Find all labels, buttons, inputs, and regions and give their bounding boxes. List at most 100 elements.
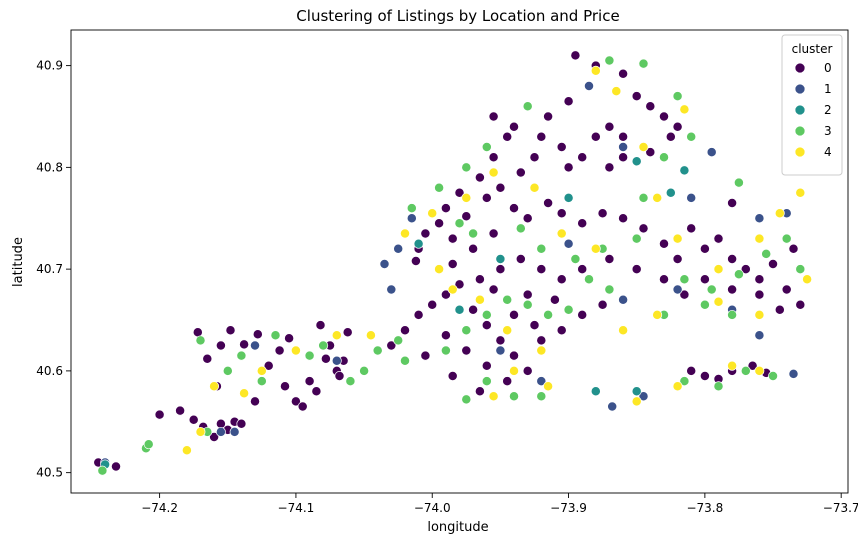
data-point-cluster-4 xyxy=(672,381,683,392)
data-point-cluster-0 xyxy=(570,50,581,61)
data-point-cluster-0 xyxy=(447,233,458,244)
data-point-cluster-4 xyxy=(679,104,690,115)
data-point-cluster-3 xyxy=(359,365,370,376)
data-point-cluster-1 xyxy=(229,426,240,437)
data-point-cluster-3 xyxy=(195,335,206,346)
data-point-cluster-0 xyxy=(563,96,574,107)
data-point-cluster-0 xyxy=(618,68,629,79)
data-point-cluster-0 xyxy=(659,238,669,249)
data-point-cluster-0 xyxy=(774,304,785,315)
data-point-cluster-3 xyxy=(570,254,581,264)
data-point-cluster-0 xyxy=(263,360,274,371)
data-point-cluster-0 xyxy=(509,203,519,214)
data-point-cluster-0 xyxy=(577,218,588,229)
data-point-cluster-0 xyxy=(468,243,479,254)
data-point-cluster-0 xyxy=(386,340,397,351)
data-point-cluster-2 xyxy=(413,238,424,249)
data-point-cluster-0 xyxy=(522,213,533,224)
data-point-cluster-0 xyxy=(495,264,506,275)
data-point-cluster-2 xyxy=(454,304,465,315)
data-point-cluster-4 xyxy=(488,167,499,178)
data-point-cluster-0 xyxy=(631,91,642,102)
data-point-cluster-0 xyxy=(727,198,738,208)
x-tick-label: −74.0 xyxy=(414,501,451,515)
data-point-cluster-3 xyxy=(604,284,615,295)
data-point-cluster-3 xyxy=(631,233,642,244)
data-point-cluster-4 xyxy=(754,309,765,320)
x-tick-label: −74.2 xyxy=(141,501,178,515)
data-point-cluster-0 xyxy=(488,111,499,122)
data-point-cluster-0 xyxy=(509,121,519,132)
data-point-cluster-3 xyxy=(502,294,513,305)
data-point-cluster-1 xyxy=(495,345,506,356)
data-point-cluster-1 xyxy=(754,213,765,224)
data-point-cluster-0 xyxy=(604,162,615,173)
y-tick-label: 40.9 xyxy=(36,59,63,73)
data-point-cluster-0 xyxy=(536,131,547,142)
data-point-cluster-3 xyxy=(304,350,315,361)
data-point-cluster-0 xyxy=(768,259,778,269)
data-point-cluster-0 xyxy=(400,325,410,336)
data-point-cluster-0 xyxy=(556,325,567,336)
data-point-cluster-1 xyxy=(563,238,574,249)
data-point-cluster-0 xyxy=(215,340,226,351)
data-point-cluster-4 xyxy=(461,192,472,203)
data-point-cluster-0 xyxy=(290,396,301,407)
data-point-cluster-0 xyxy=(522,365,533,376)
data-point-cluster-0 xyxy=(699,371,710,381)
data-point-cluster-3 xyxy=(638,58,649,69)
data-point-cluster-0 xyxy=(420,350,431,361)
data-point-cluster-0 xyxy=(225,325,236,336)
data-point-cluster-3 xyxy=(604,55,615,66)
legend-label-1: 1 xyxy=(824,82,832,96)
data-point-cluster-3 xyxy=(440,345,451,356)
data-point-cluster-3 xyxy=(536,391,547,402)
data-point-cluster-3 xyxy=(761,248,772,259)
data-point-cluster-0 xyxy=(590,131,601,142)
data-point-cluster-1 xyxy=(584,81,594,91)
data-point-cluster-0 xyxy=(686,365,697,376)
data-point-cluster-0 xyxy=(413,309,424,320)
data-point-cluster-0 xyxy=(699,243,710,254)
legend-label-3: 3 xyxy=(824,124,832,138)
data-point-cluster-0 xyxy=(515,167,526,178)
data-point-cluster-3 xyxy=(706,284,717,295)
data-point-cluster-0 xyxy=(434,218,445,229)
data-point-cluster-3 xyxy=(659,152,669,163)
data-point-cluster-0 xyxy=(440,330,451,341)
data-point-cluster-3 xyxy=(679,274,690,285)
data-point-cluster-0 xyxy=(781,284,792,295)
data-point-cluster-0 xyxy=(788,243,799,254)
data-point-cluster-0 xyxy=(618,152,629,163)
data-point-cluster-0 xyxy=(536,335,547,346)
data-point-cluster-4 xyxy=(611,86,622,97)
data-point-cluster-0 xyxy=(659,111,669,122)
data-point-cluster-3 xyxy=(461,394,472,405)
data-point-cluster-0 xyxy=(320,353,331,364)
data-point-cluster-1 xyxy=(536,376,547,387)
data-point-cluster-0 xyxy=(713,233,724,244)
data-point-cluster-0 xyxy=(427,299,438,310)
data-point-cluster-3 xyxy=(727,309,738,320)
data-point-cluster-0 xyxy=(549,294,560,305)
data-point-cluster-4 xyxy=(239,388,250,399)
data-point-cluster-3 xyxy=(434,182,445,193)
x-axis-ticks: −74.2 −74.1 −74.0 −73.9 −73.8 −73.7 xyxy=(141,493,858,515)
data-point-cluster-0 xyxy=(239,339,250,350)
data-point-cluster-0 xyxy=(111,461,121,472)
data-point-cluster-3 xyxy=(679,376,690,387)
data-point-cluster-3 xyxy=(481,376,492,387)
data-point-cluster-0 xyxy=(515,254,526,264)
data-point-cluster-0 xyxy=(502,376,513,387)
data-point-cluster-0 xyxy=(334,371,345,381)
data-point-cluster-3 xyxy=(795,264,806,275)
data-point-cluster-0 xyxy=(604,121,615,132)
data-point-cluster-3 xyxy=(143,439,154,450)
data-point-cluster-0 xyxy=(543,198,554,208)
data-point-cluster-1 xyxy=(393,243,404,254)
data-point-cluster-2 xyxy=(495,254,506,264)
data-point-cluster-3 xyxy=(481,142,492,152)
data-point-cluster-4 xyxy=(774,208,785,219)
data-point-cluster-0 xyxy=(440,289,451,300)
